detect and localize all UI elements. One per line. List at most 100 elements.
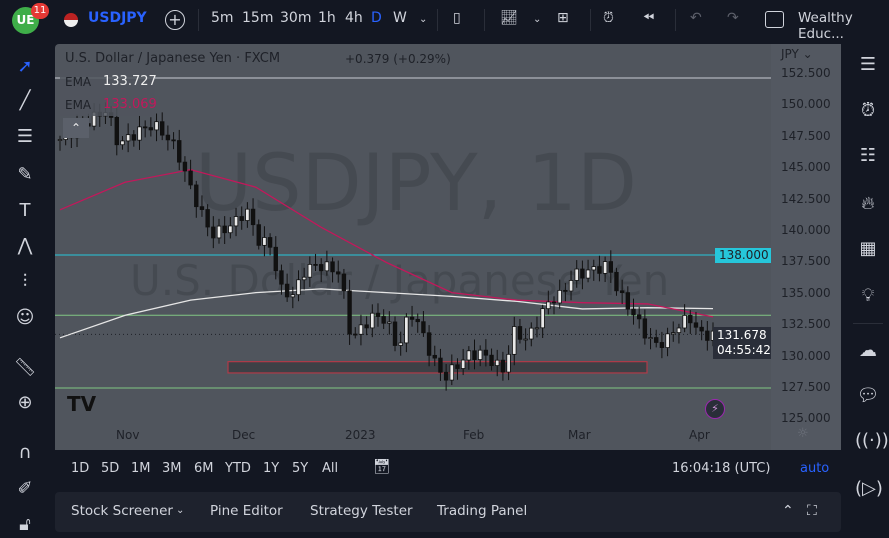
price-tick: 125.000 xyxy=(781,411,831,426)
flag-icon xyxy=(64,13,78,27)
candle-body xyxy=(546,301,551,310)
candle-body xyxy=(211,226,216,239)
emoji-icon[interactable]: ☺ xyxy=(15,307,35,328)
chart-area[interactable]: USDJPY, 1D U.S. Dollar / Japanese Yen U.… xyxy=(55,44,841,450)
indicators-icon[interactable]: 📈︎ xyxy=(500,10,518,26)
cursor-icon[interactable]: ➚ xyxy=(17,56,33,77)
ruler-icon[interactable]: 📏︎ xyxy=(13,357,37,378)
candle-body xyxy=(654,337,659,343)
candle-body xyxy=(370,312,375,329)
undo-icon[interactable]: ↶ xyxy=(690,10,702,26)
symbol-search[interactable]: USDJPY xyxy=(88,10,147,26)
lock-icon[interactable]: 🔓︎ xyxy=(19,514,31,535)
replay-icon[interactable]: ⏪︎ xyxy=(643,10,655,26)
candle-body xyxy=(642,318,648,339)
currency-selector[interactable]: JPY ⌄ xyxy=(781,47,813,61)
ideas-bulb-icon[interactable]: 💡︎ xyxy=(861,285,875,306)
hotlist-flame-icon[interactable]: 🔥︎ xyxy=(861,193,875,214)
collapse-legend-button[interactable]: ⌃ xyxy=(63,118,89,138)
lightning-icon[interactable]: ⚡︎ xyxy=(705,399,725,419)
candles-icon[interactable]: ▯ xyxy=(453,10,461,26)
range-1d[interactable]: 1D xyxy=(71,461,90,476)
settings-icon[interactable]: ☼ xyxy=(797,426,809,441)
candle-body xyxy=(387,321,392,324)
candle-body xyxy=(137,126,142,141)
expand-panel-icon[interactable]: ⌃ xyxy=(782,503,794,519)
price-tick: 132.500 xyxy=(781,317,831,332)
interval-d[interactable]: D xyxy=(371,10,382,26)
maximize-icon[interactable]: ⛶ xyxy=(807,503,817,519)
legend-change: +0.379 (+0.29%) xyxy=(345,52,451,66)
price-tick: 152.500 xyxy=(781,66,831,80)
horizontal-lines-icon[interactable]: ☰ xyxy=(16,126,34,147)
chevron-down-icon[interactable]: ⌄ xyxy=(419,14,428,25)
candle-body xyxy=(279,270,284,285)
interval-15m[interactable]: 15m xyxy=(242,10,274,26)
candle-body xyxy=(426,332,432,356)
alarm-clock-icon[interactable]: ⏰︎ xyxy=(860,100,876,121)
range-3m[interactable]: 3M xyxy=(162,461,182,476)
fullscreen-checkbox[interactable] xyxy=(765,11,784,28)
tradingview-logo: TV xyxy=(67,392,97,416)
auto-scale-button[interactable]: auto xyxy=(800,461,830,476)
add-symbol-icon[interactable]: + xyxy=(165,10,185,30)
layout-grid-icon[interactable]: ⊞ xyxy=(557,10,569,26)
watchlist-icon[interactable]: ☰ xyxy=(859,54,877,75)
interval-1h[interactable]: 1h xyxy=(318,10,336,26)
range-ytd[interactable]: YTD xyxy=(225,461,251,476)
price-chart[interactable] xyxy=(55,44,771,450)
chat-cloud-icon[interactable]: ☁ xyxy=(859,340,877,361)
interval-4h[interactable]: 4h xyxy=(345,10,363,26)
interval-30m[interactable]: 30m xyxy=(280,10,312,26)
range-1y[interactable]: 1Y xyxy=(263,461,280,476)
messages-icon[interactable]: 💬︎ xyxy=(856,385,880,406)
tab-strategy-tester[interactable]: Strategy Tester xyxy=(310,503,413,519)
candle-body xyxy=(580,268,585,279)
chevron-down-icon[interactable]: ⌄ xyxy=(176,505,185,516)
alert-icon[interactable]: ⏰︎ xyxy=(603,10,614,26)
price-tick: 130.000 xyxy=(781,348,831,363)
range-5d[interactable]: 5D xyxy=(101,461,120,476)
ema-pink-line xyxy=(59,168,714,318)
candle-body xyxy=(477,349,483,360)
trend-line-icon[interactable]: ╱ xyxy=(19,90,31,111)
magnet-icon[interactable]: ∩ xyxy=(18,442,32,463)
candle-body xyxy=(341,273,347,292)
tab-stock-screener[interactable]: Stock Screener xyxy=(71,503,173,519)
add-list-icon[interactable]: ☷ xyxy=(859,145,877,166)
candle-body xyxy=(705,330,710,341)
range-1m[interactable]: 1M xyxy=(131,461,151,476)
forecast-icon[interactable]: ⫶ xyxy=(22,271,28,292)
price-axis[interactable]: JPY ⌄ 152.500 150.000 147.500 145.000 142.50… xyxy=(771,44,841,450)
chevron-down-icon[interactable]: ⌄ xyxy=(533,14,542,25)
range-5y[interactable]: 5Y xyxy=(292,461,309,476)
zoom-icon[interactable]: ⊕ xyxy=(17,392,33,413)
tab-pine-editor[interactable]: Pine Editor xyxy=(210,503,283,519)
interval-5m[interactable]: 5m xyxy=(211,10,234,26)
candle-body xyxy=(438,357,443,373)
candle-body xyxy=(381,316,386,324)
layout-name[interactable]: Wealthy Educ... xyxy=(798,10,853,42)
range-6m[interactable]: 6M xyxy=(194,461,214,476)
candle-body xyxy=(353,333,358,336)
brush-icon[interactable]: ✎ xyxy=(17,164,33,185)
clock[interactable]: 16:04:18 (UTC) xyxy=(672,461,771,476)
price-tick: 135.000 xyxy=(781,285,831,300)
last-price-label: 131.678 04:55:42 xyxy=(713,327,771,359)
range-all[interactable]: All xyxy=(322,461,339,476)
ema1-value: 133.727 xyxy=(103,74,157,89)
tab-trading-panel[interactable]: Trading Panel xyxy=(437,503,528,519)
pattern-icon[interactable]: ⋀ xyxy=(17,235,33,256)
candle-body xyxy=(506,353,511,373)
text-icon[interactable]: T xyxy=(19,200,31,221)
redo-icon[interactable]: ↷ xyxy=(727,10,739,26)
ema-legend-box xyxy=(60,70,155,116)
streams-play-icon[interactable]: (▷) xyxy=(855,478,883,499)
interval-w[interactable]: W xyxy=(393,10,407,26)
broadcast-icon[interactable]: ((·)) xyxy=(855,430,889,451)
candle-body xyxy=(460,359,466,369)
lock-drawing-icon[interactable]: ✐ xyxy=(17,478,33,499)
calendar-icon[interactable]: ▦ xyxy=(859,238,877,259)
candle-body xyxy=(466,350,472,361)
goto-date-icon[interactable]: 📅︎ xyxy=(373,459,391,475)
